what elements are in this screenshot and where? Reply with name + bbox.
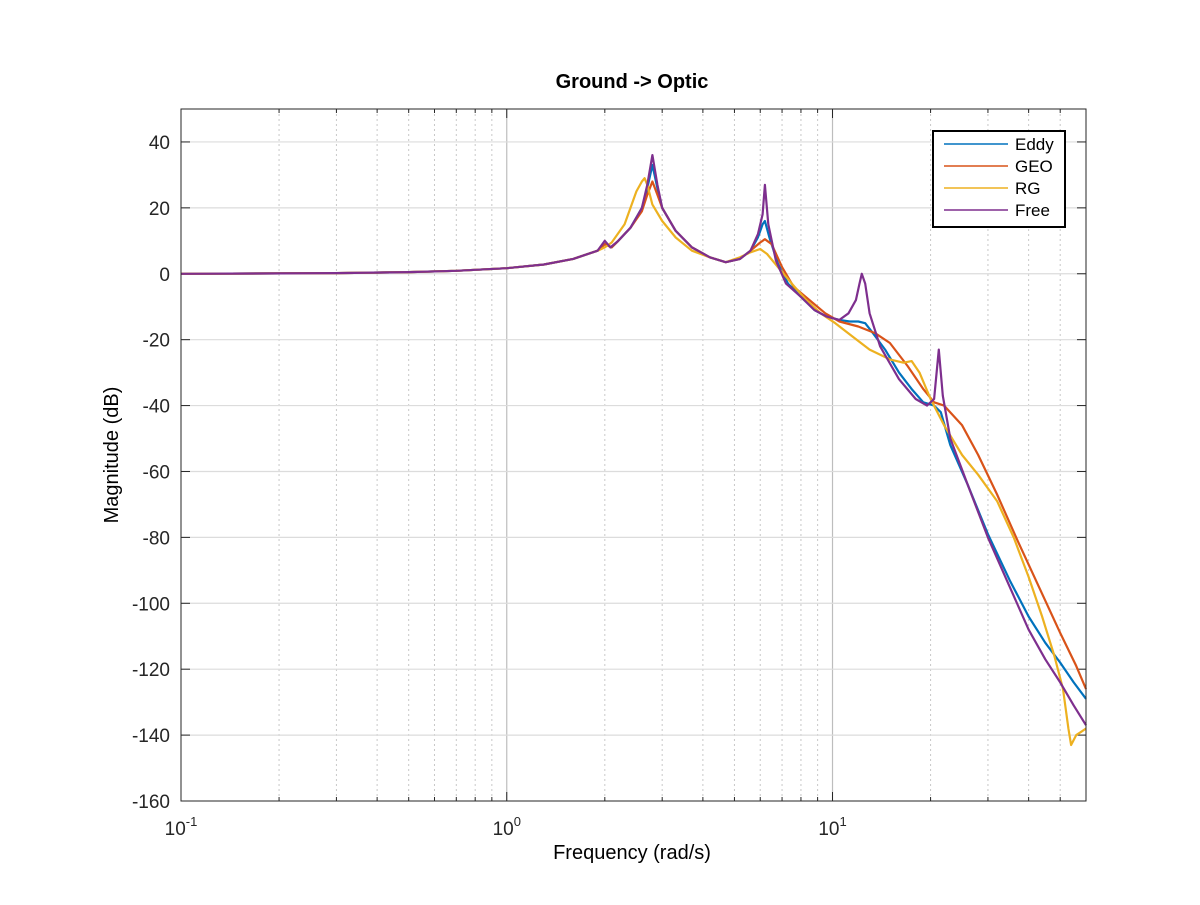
y-tick-label: -80 — [143, 528, 170, 549]
series-line-free — [180, 154, 1087, 726]
y-axis-label: Magnitude (dB) — [101, 387, 123, 524]
y-tick-label: -100 — [132, 594, 170, 615]
y-tick-label: -60 — [143, 462, 170, 483]
legend-box — [932, 130, 1066, 228]
legend-label-geo: GEO — [1015, 157, 1053, 176]
x-tick-label: 10-1 — [165, 814, 198, 840]
grid-layer — [181, 109, 1087, 801]
y-tick-label: -160 — [132, 792, 170, 813]
legend-label-free: Free — [1015, 201, 1050, 220]
x-axis-label: Frequency (rad/s) — [553, 842, 711, 864]
y-tick-label: -20 — [143, 331, 170, 352]
legend[interactable]: Eddy GEO RG Free — [932, 130, 1066, 228]
x-tick-label: 101 — [818, 814, 846, 840]
x-tick-label: 100 — [493, 814, 521, 840]
series-layer — [180, 154, 1088, 747]
label-layer: 10-1 100 101 40 20 0 -20 -40 -60 -80 -100 -120 -140 -… — [132, 133, 847, 840]
y-tick-label: -140 — [132, 726, 170, 747]
tick-layer — [180, 109, 1087, 802]
y-tick-label: 40 — [149, 133, 170, 154]
legend-label-rg: RG — [1015, 179, 1041, 198]
legend-label-eddy: Eddy — [1015, 135, 1054, 154]
y-tick-label: 20 — [149, 199, 170, 220]
plot-frame — [180, 108, 1087, 802]
y-tick-label: -40 — [143, 397, 170, 418]
chart-title: Ground -> Optic — [556, 71, 709, 93]
y-tick-label: -120 — [132, 660, 170, 681]
y-tick-label: 0 — [159, 265, 170, 286]
